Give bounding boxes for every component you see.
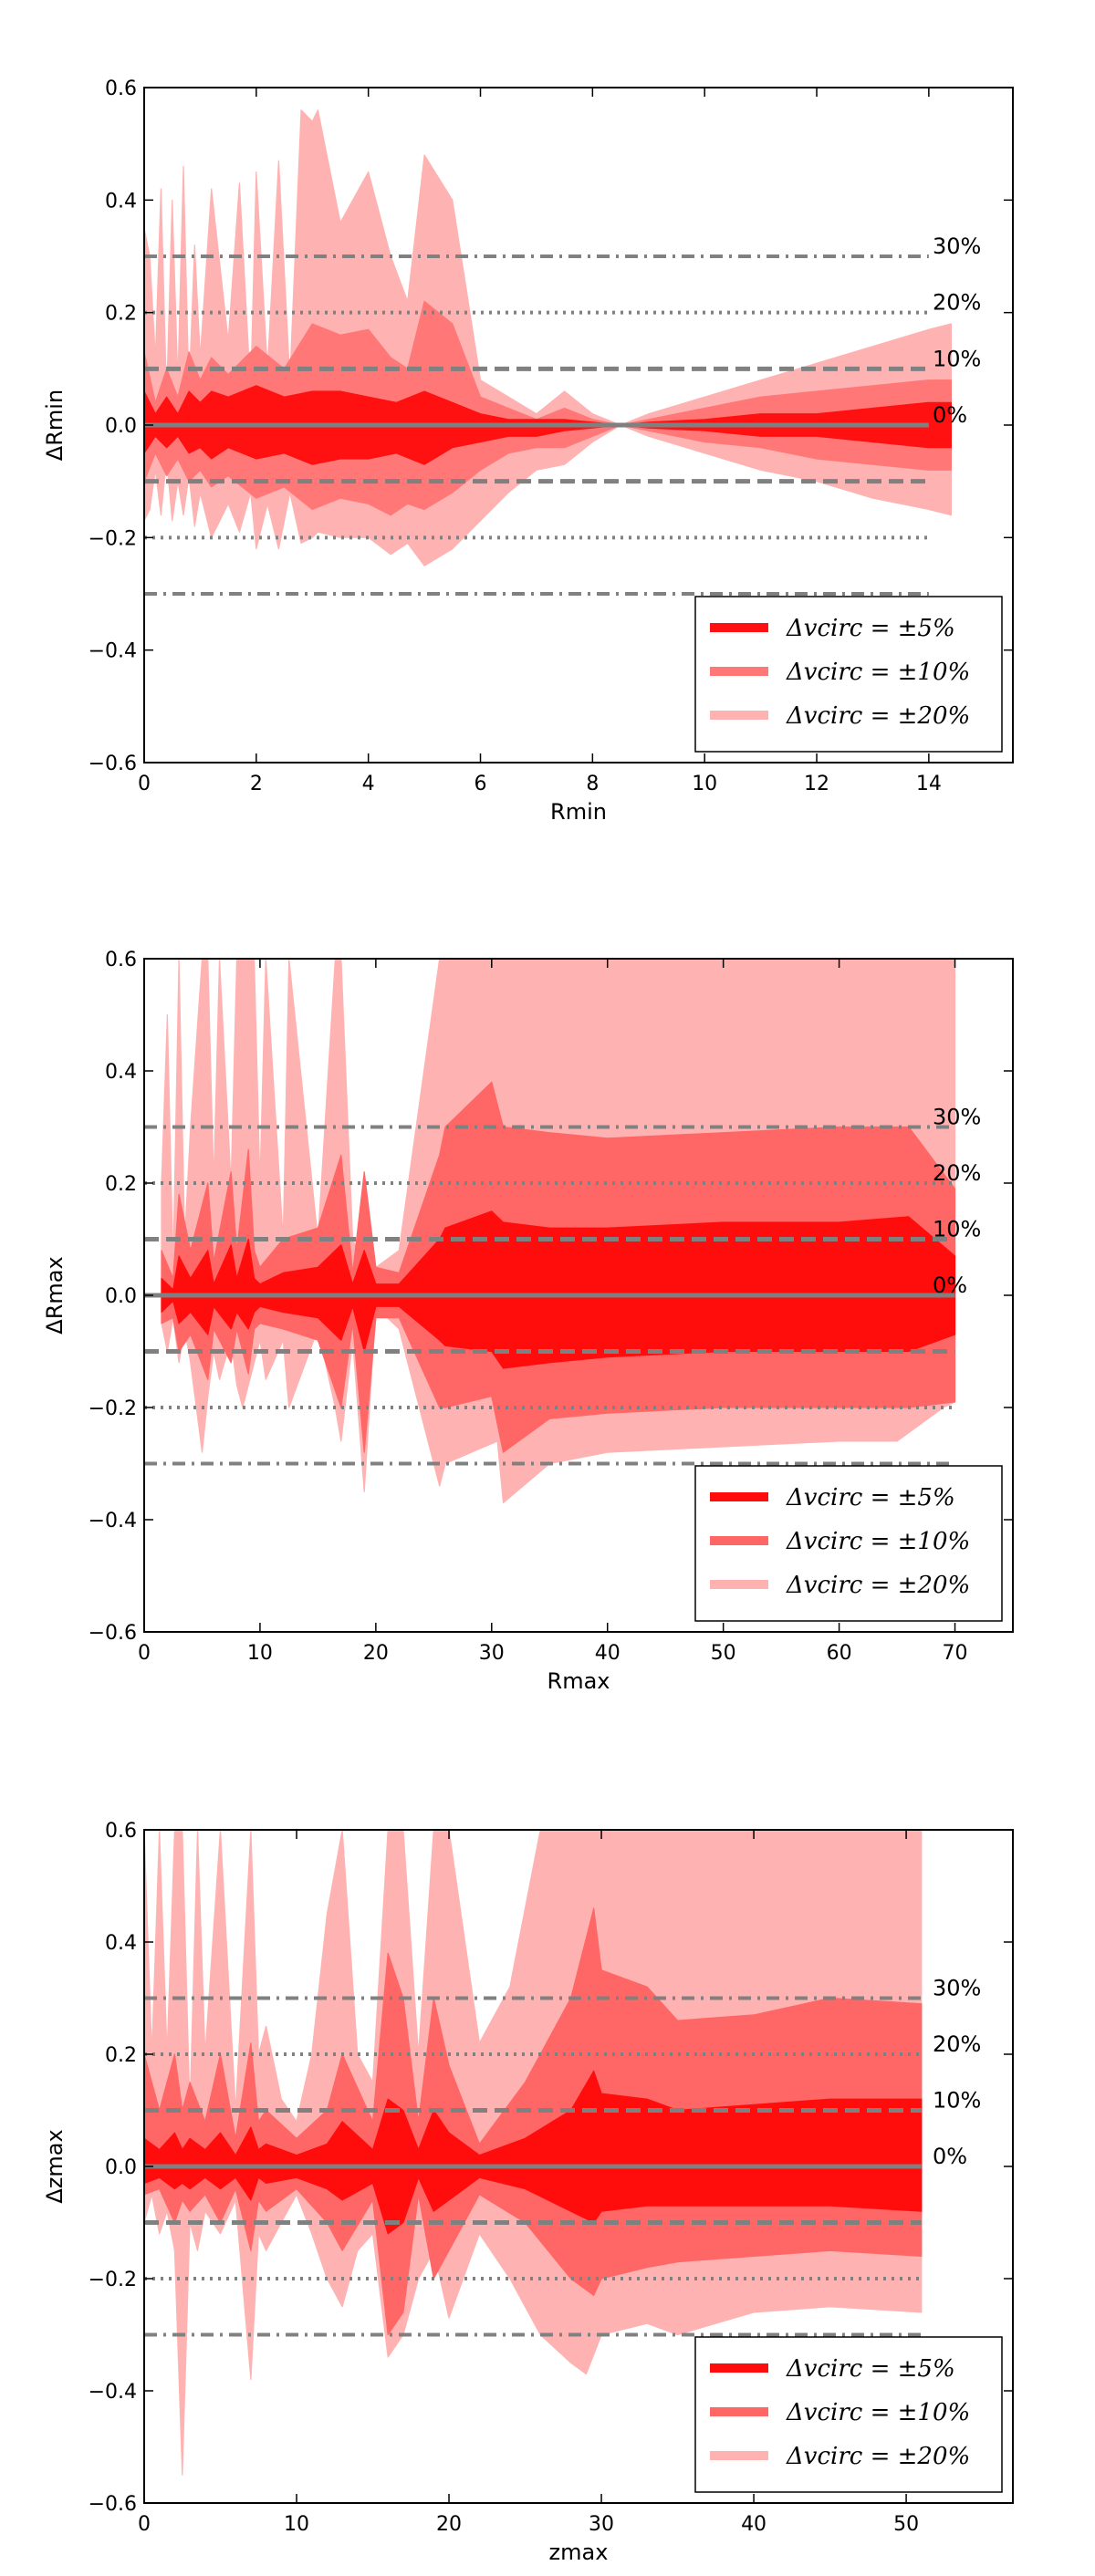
legend-label: Δvcirc = ±10%	[786, 659, 970, 686]
y-tick-label: 0.0	[105, 1285, 137, 1308]
percent-label: 0%	[933, 1272, 967, 1298]
x-tick-label: 30	[479, 1642, 505, 1665]
percent-label: 20%	[933, 1160, 981, 1186]
x-tick-label: 40	[595, 1642, 620, 1665]
chart-panel-3: 30% 20% 10% 0% −0.6 −0.4 −0.2 0.0 0.2 0.4 0.6 0 10 20…	[42, 1820, 1014, 2565]
percent-label: 10%	[933, 1217, 981, 1242]
y-tick-label: 0.2	[105, 1173, 137, 1196]
y-tick-label: 0.4	[105, 190, 137, 213]
x-tick-label: 12	[804, 773, 829, 795]
y-tick-label: 0.0	[105, 415, 137, 438]
legend-label: Δvcirc = ±20%	[786, 2443, 970, 2470]
y-tick-label: −0.4	[89, 2381, 137, 2404]
x-tick-label: 0	[138, 1642, 151, 1665]
x-tick-label: 50	[893, 2513, 919, 2536]
x-tick-label: 10	[284, 2513, 309, 2536]
x-tick-label: 6	[474, 773, 487, 795]
percent-label: 10%	[933, 346, 981, 371]
legend-label: Δvcirc = ±20%	[786, 1572, 970, 1599]
y-tick-label: 0.2	[105, 303, 137, 326]
y-tick-label: −0.2	[89, 527, 137, 550]
x-tick-label: 14	[916, 773, 942, 795]
x-tick-label: 40	[741, 2513, 766, 2536]
y-axis-title: ΔRmin	[42, 390, 68, 461]
y-axis-title: Δzmax	[42, 2129, 68, 2203]
x-tick-label: 10	[247, 1642, 273, 1665]
plot-area	[144, 959, 956, 1504]
x-tick-label: 60	[827, 1642, 852, 1665]
chart-panel-1: 30% 20% 10% 0% −0.6 −0.4 −0.2 0.0 0.2 0.4 0.6 0 2 4 6 8…	[42, 78, 1014, 825]
x-tick-label: 0	[138, 773, 151, 795]
legend-label: Δvcirc = ±5%	[786, 615, 955, 642]
percent-label: 0%	[933, 2144, 967, 2169]
y-tick-label: −0.2	[89, 2269, 137, 2291]
plot-area	[144, 109, 953, 596]
percent-label: 10%	[933, 2088, 981, 2114]
band-series-1	[144, 109, 953, 566]
x-axis-title: zmax	[549, 2540, 609, 2565]
x-tick-label: 10	[692, 773, 717, 795]
y-tick-label: 0.6	[105, 949, 137, 971]
x-axis-title: Rmax	[548, 1668, 610, 1694]
chart-panel-2: 30% 20% 10% 0% −0.6 −0.4 −0.2 0.0 0.2 0.4 0.6 0 10 20…	[42, 949, 1014, 1694]
y-tick-label: −0.6	[89, 1622, 137, 1645]
x-tick-label: 50	[711, 1642, 736, 1665]
legend: Δvcirc = ±5% Δvcirc = ±10% Δvcirc = ±20%	[694, 596, 1003, 753]
legend-label: Δvcirc = ±20%	[786, 702, 970, 730]
plot-area	[144, 1830, 923, 2476]
y-tick-label: 0.6	[105, 1820, 137, 1843]
y-axis-title: ΔRmax	[42, 1256, 68, 1334]
y-tick-label: 0.0	[105, 2156, 137, 2179]
y-tick-label: 0.4	[105, 1061, 137, 1084]
y-tick-label: 0.2	[105, 2044, 137, 2067]
x-axis-title: Rmin	[550, 799, 607, 825]
legend-label: Δvcirc = ±10%	[786, 1528, 970, 1555]
x-tick-label: 20	[436, 2513, 462, 2536]
percent-label: 0%	[933, 402, 967, 428]
legend-label: Δvcirc = ±10%	[786, 2399, 970, 2426]
y-tick-label: −0.4	[89, 1510, 137, 1532]
percent-label: 30%	[933, 1105, 981, 1130]
percent-label: 20%	[933, 290, 981, 316]
y-tick-label: 0.4	[105, 1932, 137, 1955]
x-tick-label: 4	[362, 773, 375, 795]
percent-label: 20%	[933, 2031, 981, 2057]
x-tick-label: 20	[363, 1642, 389, 1665]
legend-label: Δvcirc = ±5%	[786, 2355, 955, 2383]
y-tick-label: −0.4	[89, 640, 137, 663]
y-tick-label: −0.6	[89, 753, 137, 775]
legend-label: Δvcirc = ±5%	[786, 1484, 955, 1511]
x-tick-label: 8	[586, 773, 599, 795]
percent-label: 30%	[933, 1976, 981, 2001]
y-tick-label: 0.6	[105, 78, 137, 100]
percent-label: 30%	[933, 234, 981, 259]
x-tick-label: 70	[943, 1642, 968, 1665]
band-series-3	[161, 1210, 956, 1369]
x-tick-label: 0	[138, 2513, 151, 2536]
x-tick-label: 30	[589, 2513, 614, 2536]
legend: Δvcirc = ±5% Δvcirc = ±10% Δvcirc = ±20%	[694, 1465, 1003, 1622]
legend: Δvcirc = ±5% Δvcirc = ±10% Δvcirc = ±20%	[694, 2336, 1003, 2493]
band-series-2	[144, 300, 953, 516]
y-tick-label: −0.6	[89, 2493, 137, 2516]
y-tick-label: −0.2	[89, 1397, 137, 1420]
x-tick-label: 2	[250, 773, 263, 795]
